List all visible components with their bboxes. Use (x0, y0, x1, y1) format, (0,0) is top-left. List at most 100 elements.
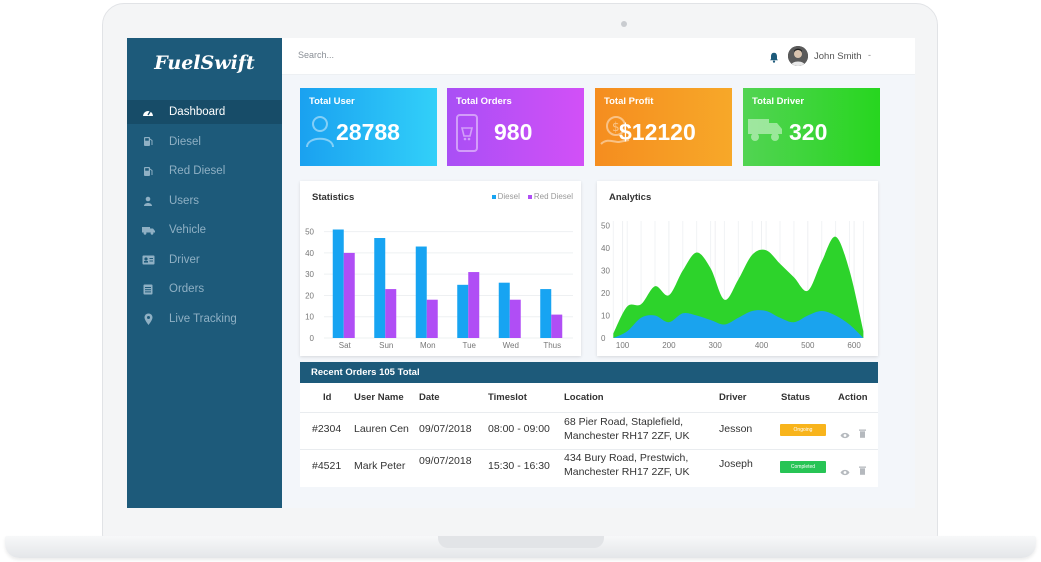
x-tick-label: Sun (379, 341, 393, 350)
mobile-cart-icon (451, 114, 483, 159)
y-tick-label: 30 (305, 270, 314, 279)
analytics-title: Analytics (609, 192, 652, 203)
bar-red-diesel (468, 272, 480, 338)
search-input[interactable] (296, 49, 480, 61)
x-tick-label: Thus (543, 341, 561, 350)
bar-diesel (332, 229, 344, 338)
stat-card-total-profit[interactable]: Total Profit $ $12120 (595, 88, 732, 166)
user-menu-caret[interactable]: - (868, 50, 871, 60)
bar-diesel (374, 238, 386, 338)
sidebar-item-users[interactable]: Users (127, 189, 282, 213)
column-header-date: Date (419, 392, 440, 403)
sidebar-item-label: Users (169, 194, 200, 207)
sidebar-item-diesel[interactable]: Diesel (127, 130, 282, 154)
sidebar-item-label: Live Tracking (169, 312, 237, 325)
sidebar: FuelSwift Dashboard Diesel Red Diesel (127, 38, 282, 508)
order-id: #4521 (312, 460, 342, 472)
bar-diesel (457, 284, 469, 338)
order-location-line2: Manchester RH17 2ZF, UK (564, 466, 690, 478)
area-series-green (613, 236, 864, 338)
area-series-blue (613, 310, 864, 338)
legend-label: Diesel (497, 192, 520, 201)
order-timeslot: 08:00 - 09:00 (488, 423, 550, 435)
list-icon (127, 284, 169, 295)
x-tick-label: 400 (755, 341, 769, 350)
order-location-line1: 434 Bury Road, Prestwich, (564, 452, 689, 464)
sidebar-item-dashboard[interactable]: Dashboard (127, 100, 282, 124)
sidebar-item-label: Vehicle (169, 224, 207, 236)
bar-diesel (415, 246, 427, 338)
sidebar-nav: Dashboard Diesel Red Diesel Users (127, 100, 282, 336)
order-date: 09/07/2018 (419, 455, 472, 467)
user-name[interactable]: John Smith (814, 51, 862, 62)
trash-icon[interactable] (859, 425, 866, 443)
truck-icon (747, 114, 783, 149)
app-logo[interactable]: FuelSwift (154, 52, 255, 74)
statistics-legend: Diesel Red Diesel (491, 192, 573, 201)
sidebar-item-red-diesel[interactable]: Red Diesel (127, 159, 282, 183)
card-value: 980 (494, 119, 533, 145)
y-tick-label: 0 (601, 334, 606, 343)
bar-red-diesel (426, 299, 438, 338)
y-tick-label: 10 (601, 312, 610, 321)
order-driver: Jesson (719, 423, 753, 435)
card-value: $12120 (619, 119, 696, 145)
recent-orders-table: Id User Name Date Timeslot Location Driv… (300, 383, 878, 487)
id-card-icon (127, 255, 169, 265)
stat-card-total-orders[interactable]: Total Orders 980 (447, 88, 584, 166)
truck-icon (127, 226, 169, 235)
column-header-timeslot: Timeslot (488, 392, 527, 403)
user-icon (127, 196, 169, 206)
status-badge: Ongoing (780, 424, 826, 436)
money-hand-icon: $ (599, 114, 633, 155)
order-location-line2: Manchester RH17 2ZF, UK (564, 430, 690, 442)
order-user: Lauren Cen (354, 423, 409, 435)
card-label: Total User (309, 96, 355, 107)
column-header-location: Location (564, 392, 604, 403)
eye-icon[interactable] (840, 426, 850, 444)
avatar[interactable] (788, 46, 808, 66)
x-tick-label: 300 (709, 341, 723, 350)
bar-diesel (540, 289, 552, 338)
sidebar-item-driver[interactable]: Driver (127, 248, 282, 272)
bar-diesel (498, 282, 510, 338)
sidebar-item-label: Orders (169, 283, 205, 295)
y-tick-label: 20 (601, 289, 610, 298)
sidebar-item-vehicle[interactable]: Vehicle (127, 218, 282, 242)
statistics-title: Statistics (312, 192, 355, 203)
stat-card-total-user[interactable]: Total User 28788 (300, 88, 437, 166)
y-tick-label: 0 (310, 334, 315, 343)
bar-red-diesel (385, 289, 397, 338)
sidebar-item-label: Diesel (169, 135, 201, 148)
bar-red-diesel (343, 252, 355, 338)
order-date: 09/07/2018 (419, 423, 472, 435)
sidebar-item-orders[interactable]: Orders (127, 277, 282, 301)
column-header-action: Action (838, 392, 868, 403)
status-badge: Completed (780, 461, 826, 473)
row-divider (300, 449, 878, 450)
sidebar-item-live-tracking[interactable]: Live Tracking (127, 307, 282, 331)
x-tick-label: 500 (801, 341, 815, 350)
x-tick-label: Sat (339, 341, 352, 350)
x-tick-label: Mon (420, 341, 436, 350)
y-tick-label: 20 (305, 291, 314, 300)
eye-icon[interactable] (840, 463, 850, 481)
stat-card-total-driver[interactable]: Total Driver 320 (743, 88, 880, 166)
column-header-id: Id (323, 392, 332, 403)
card-label: Total Driver (752, 96, 805, 107)
row-divider (300, 412, 878, 413)
laptop-notch (438, 536, 604, 548)
column-header-status: Status (781, 392, 811, 403)
fuel-pump-icon (127, 166, 169, 177)
dashboard-icon (127, 107, 169, 117)
legend-label: Red Diesel (533, 192, 573, 201)
card-label: Total Orders (456, 96, 512, 107)
table-row[interactable]: #4521 Mark Peter 09/07/2018 15:30 - 16:3… (300, 449, 878, 486)
order-location-line1: 68 Pier Road, Staplefield, (564, 416, 684, 428)
trash-icon[interactable] (859, 462, 866, 480)
y-tick-label: 50 (305, 228, 314, 237)
table-row[interactable]: #2304 Lauren Cen 09/07/2018 08:00 - 09:0… (300, 412, 878, 449)
statistics-panel: Statistics Diesel Red Diesel 0 10 20 30 40 50… (300, 181, 581, 356)
order-id: #2304 (312, 423, 342, 435)
bell-icon[interactable] (769, 50, 779, 68)
